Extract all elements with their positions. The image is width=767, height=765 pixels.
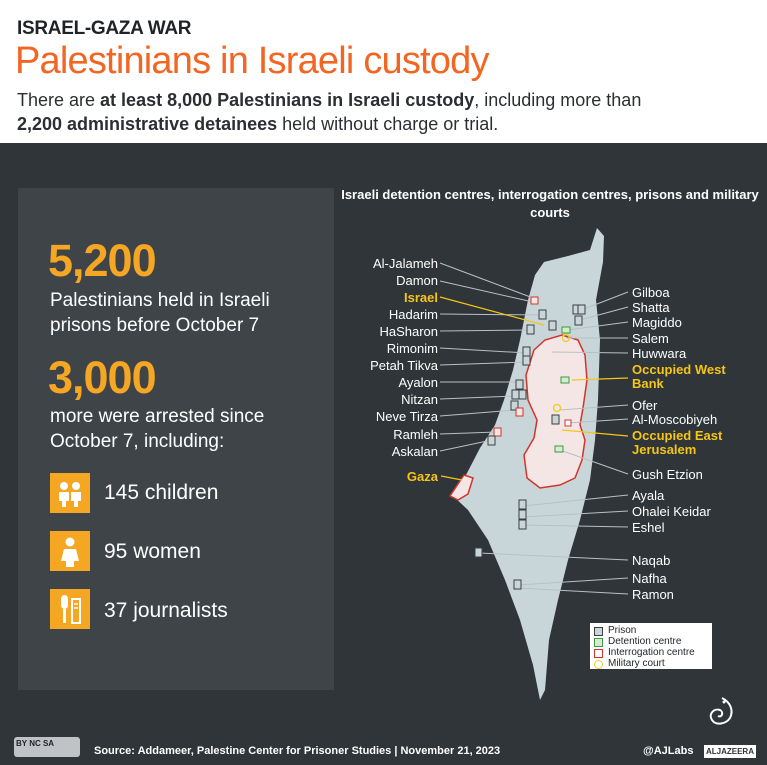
creative-commons-badge bbox=[14, 737, 80, 757]
map-title: Israeli detention centres, interrogation… bbox=[341, 187, 759, 220]
held-number: 5,200 bbox=[48, 235, 157, 286]
label-occupied-east-jerusalem: Occupied East Jerusalem bbox=[632, 428, 723, 457]
label-ramon: Ramon bbox=[632, 587, 674, 602]
interrogation-icon bbox=[594, 649, 603, 658]
label-ohalei-keidar: Ohalei Keidar bbox=[632, 504, 711, 519]
header: ISRAEL-GAZA WAR Palestinians in Israeli … bbox=[0, 0, 767, 143]
label-hasharon: HaSharon bbox=[379, 324, 438, 339]
label-askalan: Askalan bbox=[391, 444, 438, 459]
subtitle-bold: at least 8,000 Palestinians in Israeli c… bbox=[100, 90, 475, 110]
subtitle: There are at least 8,000 Palestinians in… bbox=[17, 88, 757, 136]
arrested-number: 3,000 bbox=[48, 352, 157, 403]
woman-icon bbox=[50, 531, 90, 571]
subtitle-text: There are bbox=[17, 90, 101, 110]
label-nafha: Nafha bbox=[632, 571, 667, 586]
label-shatta: Shatta bbox=[632, 300, 670, 315]
label-al-moscobiyeh: Al-Moscobiyeh bbox=[632, 412, 718, 427]
label-hadarim: Hadarim bbox=[388, 307, 438, 322]
journalists-label: 37 journalists bbox=[104, 599, 228, 622]
source-text: Source: Addameer, Palestine Center for P… bbox=[94, 745, 501, 757]
label-israel: Israel bbox=[404, 290, 438, 305]
label-occupied-west-bank: Occupied West Bank bbox=[632, 362, 726, 391]
label-gilboa: Gilboa bbox=[632, 285, 670, 300]
label-naqab: Naqab bbox=[632, 553, 671, 568]
label-rimonim: Rimonim bbox=[386, 341, 438, 356]
label-ayala: Ayala bbox=[632, 488, 665, 503]
label-damon: Damon bbox=[396, 273, 438, 288]
court-icon bbox=[594, 660, 603, 669]
aljazeera-logo-icon bbox=[709, 697, 733, 725]
label-neve-tirza: Neve Tirza bbox=[375, 409, 438, 424]
subtitle-bold: 2,200 administrative detainees bbox=[17, 114, 278, 134]
page-title: Palestinians in Israeli custody bbox=[15, 40, 489, 82]
legend-court: Military court bbox=[608, 658, 665, 669]
children-icon bbox=[50, 473, 90, 513]
label-huwwara: Huwwara bbox=[632, 346, 687, 361]
held-text: Palestinians held in Israeli prisons bef… bbox=[50, 290, 270, 336]
legend-prison: Prison bbox=[608, 625, 637, 636]
label-magiddo: Magiddo bbox=[632, 315, 682, 330]
ajlabs-handle: @AJLabs bbox=[643, 745, 694, 757]
legend-interrogation: Interrogation centre bbox=[608, 647, 695, 658]
legend-detention: Detention centre bbox=[608, 636, 682, 647]
label-ramleh: Ramleh bbox=[393, 427, 438, 442]
children-label: 145 children bbox=[104, 481, 219, 504]
label-ayalon: Ayalon bbox=[398, 375, 438, 390]
label-gaza: Gaza bbox=[406, 469, 438, 484]
cc-license-text: BY NC SA bbox=[16, 739, 55, 748]
subtitle-text: , including more than bbox=[474, 90, 642, 110]
label-salem: Salem bbox=[632, 331, 669, 346]
label-al-jalameh: Al-Jalameh bbox=[372, 256, 438, 271]
women-label: 95 women bbox=[104, 540, 201, 563]
label-ofer: Ofer bbox=[632, 398, 658, 413]
aljazeera-brand: ALJAZEERA bbox=[704, 745, 756, 758]
journalist-microphone-icon bbox=[50, 589, 90, 629]
label-eshel: Eshel bbox=[632, 520, 665, 535]
map-legend: Prison Detention centre Interrogation ce… bbox=[590, 623, 712, 669]
arrested-text: more were arrested since October 7, incl… bbox=[50, 406, 265, 452]
prison-icon bbox=[594, 627, 603, 636]
gaza-territory bbox=[448, 474, 474, 501]
label-petah-tikva: Petah Tikva bbox=[370, 358, 438, 373]
kicker: ISRAEL-GAZA WAR bbox=[17, 18, 192, 39]
label-gush-etzion: Gush Etzion bbox=[632, 467, 703, 482]
subtitle-text: held without charge or trial. bbox=[277, 114, 499, 134]
label-nitzan: Nitzan bbox=[401, 392, 438, 407]
detention-icon bbox=[594, 638, 603, 647]
